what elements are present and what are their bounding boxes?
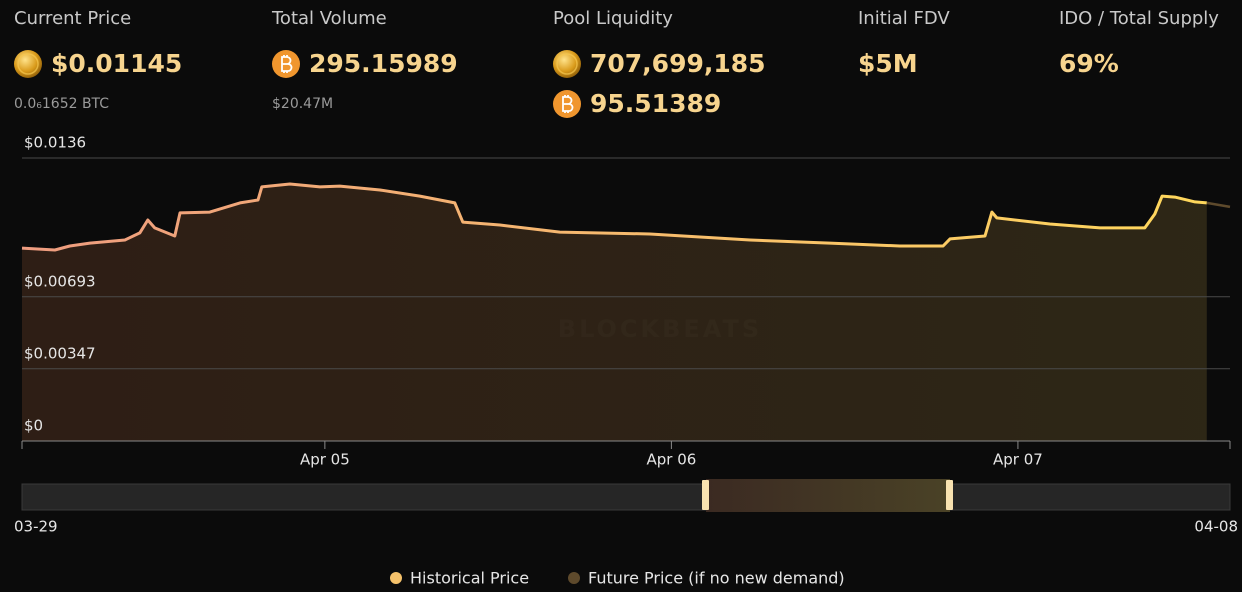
stats-bar: Current Price $0.01145 0.0₆1652 BTC Total V… (14, 8, 1219, 118)
stat-label: IDO / Total Supply (1059, 8, 1219, 29)
navigator-window (706, 479, 950, 512)
x-tick-label: Apr 06 (646, 451, 696, 469)
price-line (21, 182, 1207, 252)
coin-icon-ring (556, 53, 578, 75)
stat-value: 295.15989 (309, 49, 458, 78)
x-tick-label: Apr 07 (993, 451, 1043, 469)
navigator-end: 04-08 (1194, 518, 1238, 536)
stat-value: $0.01145 (51, 49, 182, 78)
stat-value: 95.51389 (590, 89, 721, 118)
y-tick-label: $0.0136 (24, 134, 86, 152)
legend-marker (568, 572, 580, 584)
y-tick-label: $0 (24, 417, 43, 435)
navigator-handle[interactable] (946, 480, 953, 510)
btc-symbol (562, 95, 574, 113)
legend-marker (390, 572, 402, 584)
stat-value: $5M (858, 49, 918, 78)
stat-sub: $20.47M (272, 96, 333, 112)
stat-value: 707,699,185 (590, 49, 766, 78)
stat-label: Initial FDV (858, 8, 950, 29)
legend-label[interactable]: Future Price (if no new demand) (588, 569, 845, 588)
y-tick-label: $0.00693 (24, 272, 96, 290)
stat-label: Total Volume (271, 8, 387, 29)
btc-symbol (281, 55, 293, 73)
coin-icon-ring (17, 53, 39, 75)
x-tick-label: Apr 05 (300, 451, 350, 469)
stat-sub: 0.0₆1652 BTC (14, 96, 109, 112)
navigator-handle[interactable] (702, 480, 709, 510)
y-tick-label: $0.00347 (24, 344, 96, 362)
stat-label: Current Price (14, 8, 131, 29)
navigator-start: 03-29 (14, 518, 58, 536)
stat-value: 69% (1059, 49, 1119, 78)
area (22, 184, 1207, 441)
stat-label: Pool Liquidity (553, 8, 673, 29)
navigator-track (21, 483, 1231, 511)
price-line (1206, 201, 1231, 209)
legend-label[interactable]: Historical Price (410, 569, 529, 588)
